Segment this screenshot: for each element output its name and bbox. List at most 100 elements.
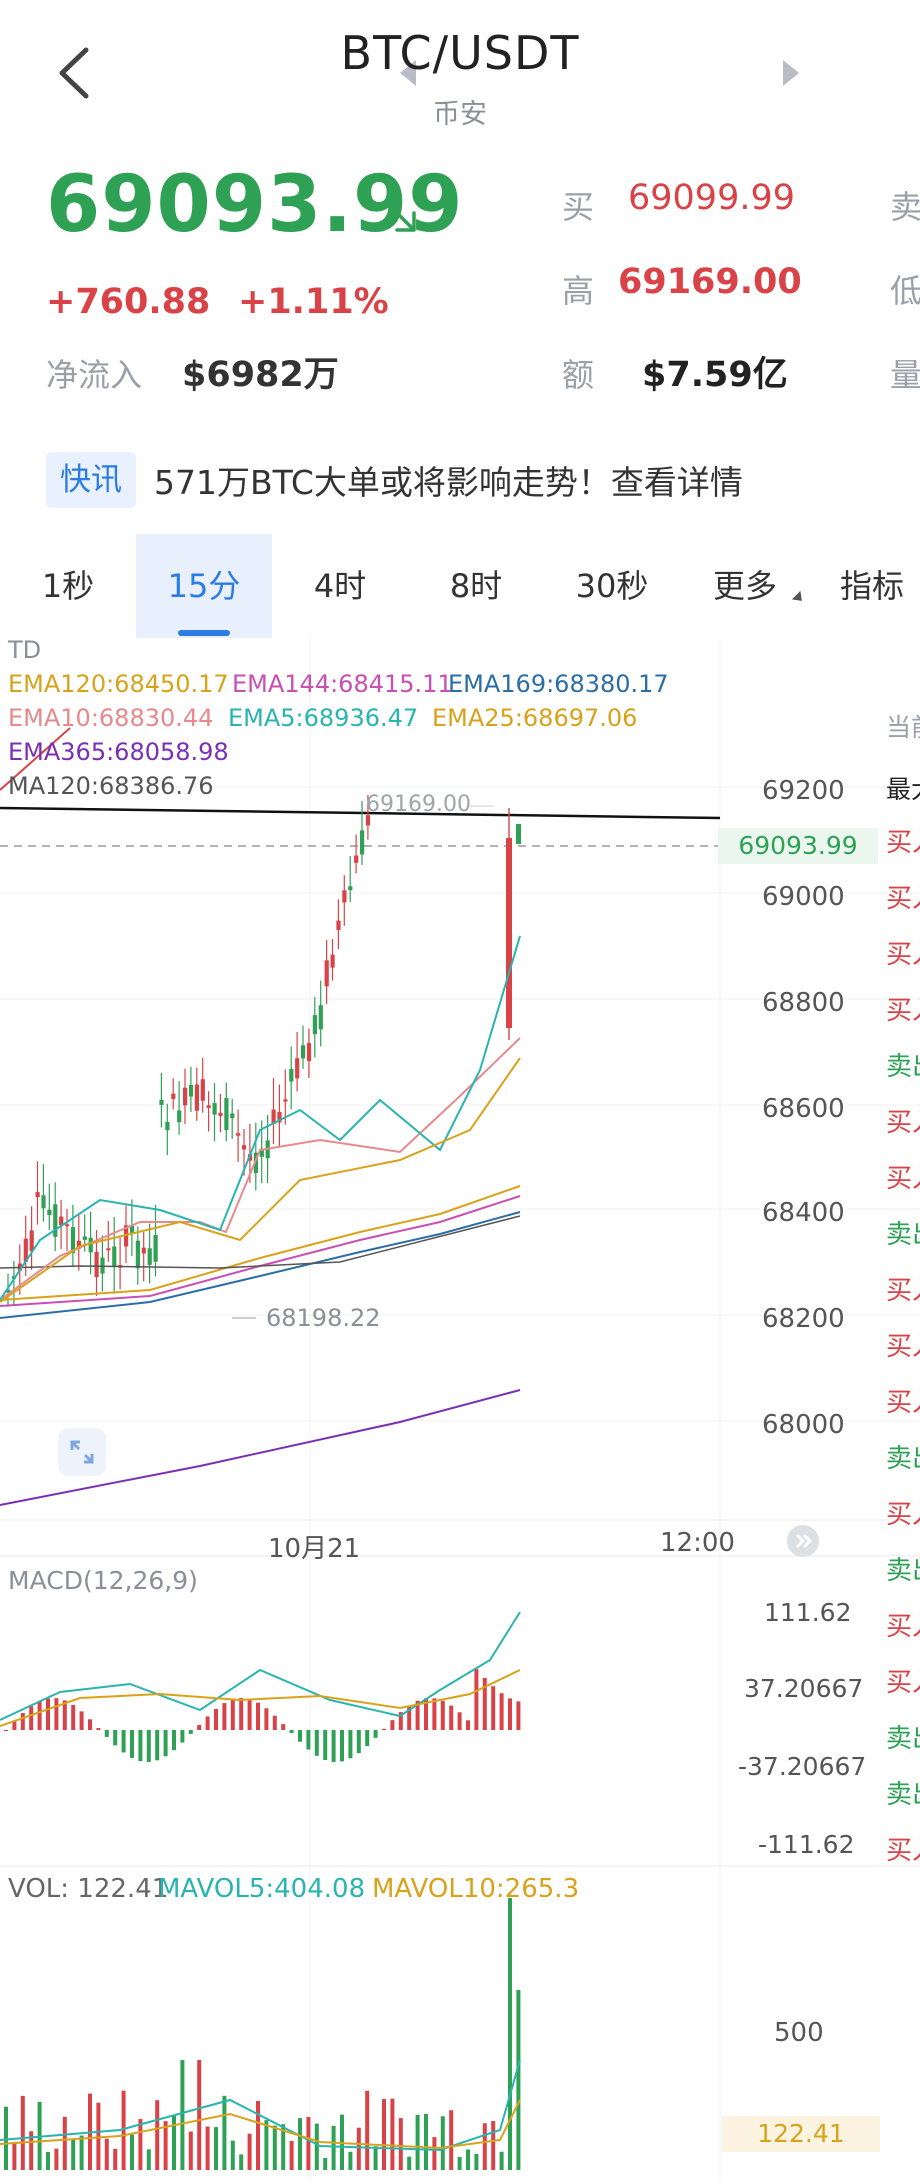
macd-bar	[239, 1698, 244, 1730]
macd-bar	[79, 1711, 84, 1730]
mavol10-label: MAVOL10:265.3	[372, 1874, 580, 1904]
macd-bar	[96, 1728, 101, 1730]
macd-bar	[138, 1730, 143, 1762]
candle-body	[112, 1246, 117, 1267]
macd-bar	[457, 1712, 462, 1730]
mavol5-line	[0, 2059, 521, 2152]
volume-bar	[449, 2110, 454, 2170]
candle-body	[188, 1084, 194, 1097]
price-down-arrow-icon	[389, 205, 416, 232]
tab-1s[interactable]: 1秒	[41, 567, 95, 605]
tab-4h[interactable]: 4时	[313, 567, 367, 605]
volume-bar	[482, 2123, 487, 2170]
tab-30s[interactable]: 30秒	[575, 567, 649, 605]
volume-bar	[54, 2148, 59, 2170]
low-label: 低	[890, 272, 920, 310]
volume-bar	[239, 2154, 244, 2170]
candle-body	[230, 1113, 235, 1119]
volume-bar	[516, 1990, 521, 2170]
candle-body	[342, 890, 347, 903]
macd-label: MACD(12,26,9)	[8, 1566, 198, 1595]
mavol5-label: MAVOL5:404.08	[158, 1874, 366, 1904]
volume-bar	[323, 2157, 328, 2170]
mavol10-line	[0, 2099, 521, 2150]
news-headline[interactable]: 571万BTC大单或将影响走势！查看详情	[154, 463, 743, 502]
candle-body	[106, 1248, 111, 1251]
trade-list-item: 买入	[886, 1332, 920, 1362]
netflow-value: $6982万	[182, 355, 339, 395]
trade-list-item: 买入	[886, 1108, 920, 1138]
volume-bar	[382, 2099, 386, 2170]
macd-bar	[247, 1699, 252, 1730]
trade-list-item: 买入	[886, 1276, 920, 1306]
volume-bars	[0, 1898, 521, 2170]
macd-bar	[188, 1730, 193, 1734]
y-tick-68600: 68600	[762, 1094, 845, 1124]
volume-bar	[264, 2120, 269, 2170]
macd-bar	[516, 1701, 521, 1730]
expand-icon[interactable]	[58, 1428, 106, 1476]
volume-bar	[407, 2156, 412, 2170]
macd-bar	[256, 1702, 260, 1730]
macd-bar	[314, 1730, 319, 1756]
back-arrow-icon[interactable]	[48, 38, 108, 108]
volume-bar	[155, 2100, 160, 2170]
candle-body	[301, 1045, 306, 1059]
macd-bar	[46, 1698, 50, 1730]
legend-ma120: MA120:68386.76	[8, 772, 214, 800]
macd-bar	[440, 1700, 445, 1730]
macd-bar	[222, 1703, 227, 1730]
tab-15m[interactable]: 15分	[136, 534, 272, 638]
candle-body	[177, 1110, 182, 1123]
trade-list-item: 买入	[886, 996, 920, 1026]
candle-body	[277, 1111, 282, 1123]
candle-body	[23, 1238, 28, 1262]
volume-bar	[222, 2095, 227, 2170]
volume-bar	[130, 2134, 134, 2170]
macd-bar	[205, 1716, 210, 1730]
volume-bar	[96, 2102, 101, 2170]
macd-bar	[172, 1730, 176, 1751]
next-pair-icon[interactable]	[783, 60, 799, 86]
macd-bar	[491, 1686, 496, 1730]
volume-bar	[146, 2149, 151, 2170]
volume-bar	[163, 2121, 168, 2170]
volume-bar	[415, 2114, 420, 2170]
macd-bar	[121, 1730, 126, 1753]
volume-bar	[214, 2127, 218, 2170]
candle-body	[70, 1227, 76, 1253]
macd-bar	[88, 1719, 92, 1730]
ema5-line	[0, 935, 521, 1301]
volume-bar	[365, 2090, 370, 2170]
scroll-end-icon[interactable]	[786, 1524, 820, 1558]
candle-body	[47, 1209, 52, 1216]
macd-bar	[432, 1698, 437, 1730]
candle-body	[65, 1224, 70, 1227]
ask-label: 卖	[890, 188, 920, 226]
tab-8h[interactable]: 8时	[449, 567, 503, 605]
ema120-line	[0, 1185, 521, 1301]
candle-body	[259, 1148, 264, 1157]
macd-bar	[365, 1730, 370, 1747]
volume-bar	[29, 2131, 34, 2170]
pair-title[interactable]: BTC/USDT	[340, 26, 580, 80]
macd-bar	[340, 1730, 344, 1762]
last-price: 69093.99	[46, 160, 464, 250]
volume-bar	[424, 2113, 428, 2170]
volume-bar	[466, 2149, 470, 2170]
ema-lines	[0, 805, 521, 1506]
tab-more[interactable]: 更多	[712, 567, 777, 605]
macd-histogram	[0, 1611, 521, 1762]
volume-bar	[306, 2116, 311, 2170]
macd-bar	[4, 1730, 8, 1731]
legend-ema5: EMA5:68936.47	[228, 704, 419, 732]
tab-indicators[interactable]: 指标	[840, 567, 905, 605]
macd-dif-line	[0, 1611, 521, 1721]
news-tag[interactable]: 快讯	[46, 452, 136, 508]
candle-body	[171, 1093, 176, 1099]
kline-chart[interactable]	[0, 638, 920, 2182]
volume-bar	[197, 2060, 202, 2170]
candle-body	[135, 1240, 140, 1269]
prev-pair-icon[interactable]	[400, 60, 416, 86]
high-label: 高	[562, 272, 595, 310]
